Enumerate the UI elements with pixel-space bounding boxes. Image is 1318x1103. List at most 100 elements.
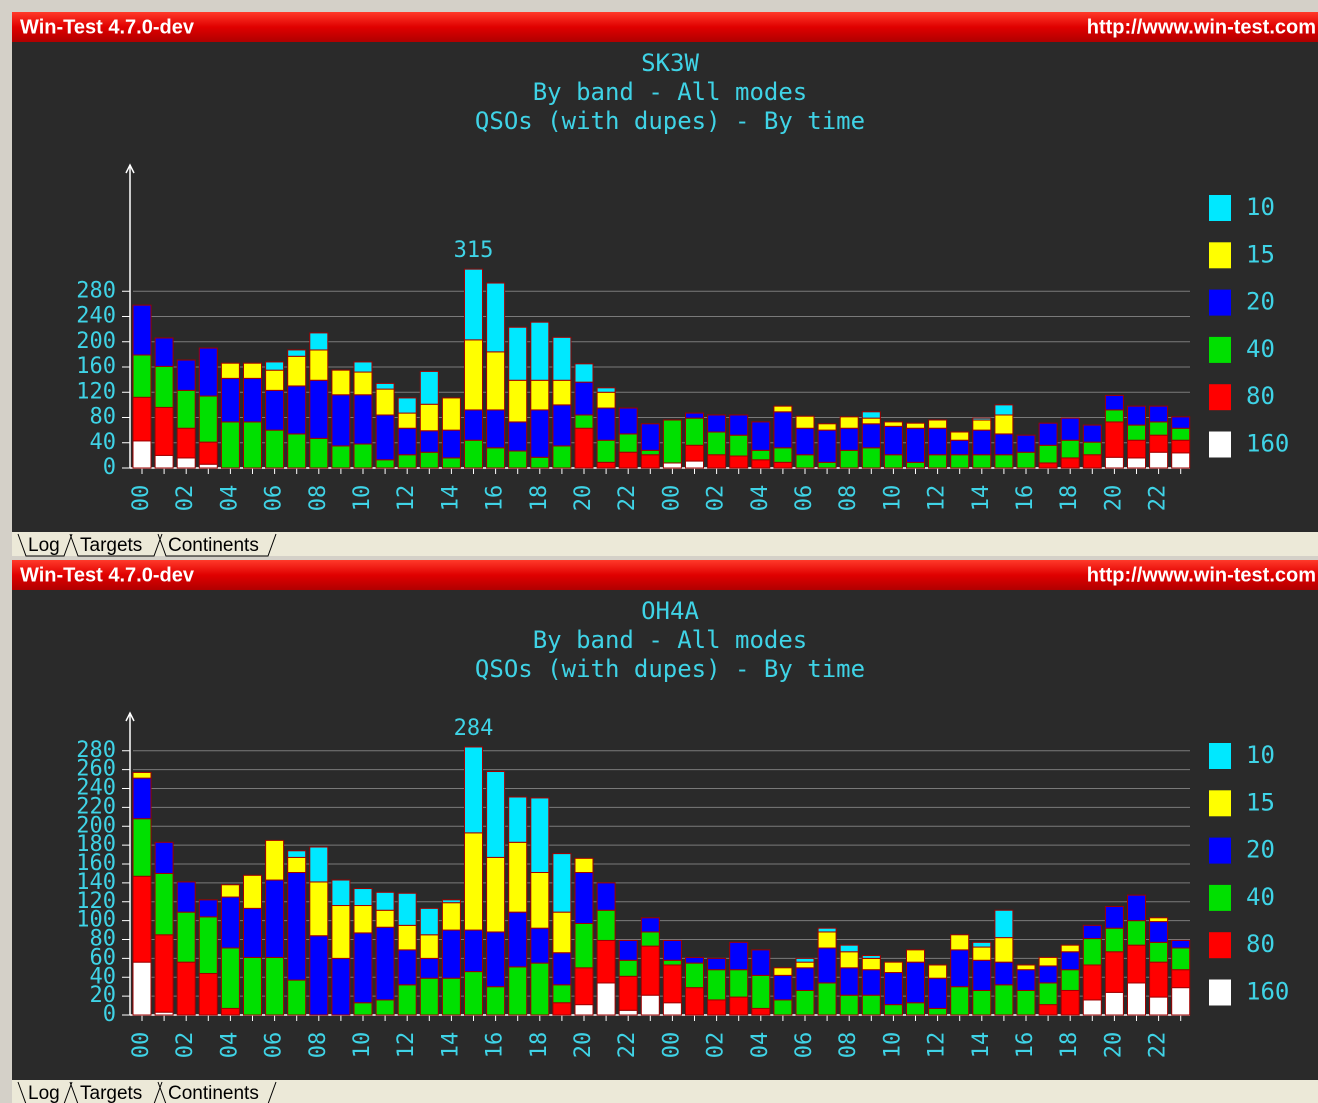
chart-subtitle: By band - All modes bbox=[533, 626, 808, 654]
legend-label: 80 bbox=[1246, 382, 1275, 410]
bar-segment bbox=[1082, 424, 1102, 443]
legend-swatch bbox=[1209, 837, 1231, 864]
bar-segment bbox=[353, 932, 373, 1004]
bar-segment bbox=[198, 899, 218, 918]
bar-segment bbox=[928, 964, 948, 979]
bar-segment bbox=[662, 462, 682, 469]
bar-segment bbox=[508, 966, 528, 1016]
bar-segment bbox=[220, 896, 240, 949]
bar-segment bbox=[287, 355, 307, 387]
bar-segment bbox=[1104, 409, 1124, 423]
bar-segment bbox=[508, 326, 528, 381]
bar-segment bbox=[994, 433, 1014, 456]
bar-segment bbox=[154, 406, 174, 456]
bar-segment bbox=[1171, 452, 1191, 469]
bar-segment bbox=[441, 457, 461, 469]
bar-segment bbox=[574, 1004, 594, 1016]
bar-segment bbox=[574, 967, 594, 1006]
bar-segment bbox=[198, 463, 218, 469]
tab-label[interactable]: Continents bbox=[168, 1083, 259, 1103]
bar-segment bbox=[154, 454, 174, 469]
bar-segment bbox=[861, 969, 881, 996]
tab-label[interactable]: Targets bbox=[80, 535, 142, 556]
bar-segment bbox=[1104, 927, 1124, 953]
x-tick-label: 08 bbox=[836, 1032, 861, 1059]
chart-subtitle: By band - All modes bbox=[533, 78, 808, 106]
bar-segment bbox=[773, 447, 793, 463]
bar-segment bbox=[972, 989, 992, 1016]
bar-segment bbox=[972, 959, 992, 991]
tab-label[interactable]: Continents bbox=[168, 535, 259, 556]
x-tick-label: 12 bbox=[925, 1032, 950, 1059]
tab-label[interactable]: Targets bbox=[80, 1083, 142, 1103]
bar-segment bbox=[287, 385, 307, 435]
bar-segment bbox=[419, 957, 439, 979]
bar-segment bbox=[950, 986, 970, 1016]
bar-segment bbox=[773, 999, 793, 1016]
tab-outline bbox=[17, 1081, 73, 1103]
bar-segment bbox=[419, 907, 439, 936]
y-axis-arrow bbox=[125, 711, 135, 722]
bar-segment bbox=[243, 907, 262, 958]
bar-segment bbox=[1038, 965, 1058, 984]
x-tick-label: 04 bbox=[217, 1032, 242, 1059]
bar-segment bbox=[950, 454, 970, 469]
y-tick-label: 0 bbox=[103, 1002, 116, 1027]
bar-segment bbox=[132, 304, 152, 356]
bar-segment bbox=[1104, 394, 1124, 411]
y-tick-label: 220 bbox=[76, 794, 116, 819]
x-tick-label: 02 bbox=[173, 485, 198, 512]
x-tick-label: 00 bbox=[129, 1032, 154, 1059]
bar-segment bbox=[662, 939, 682, 961]
bar-segment bbox=[331, 957, 351, 1016]
bar-segment bbox=[265, 879, 285, 958]
bar-segment bbox=[464, 746, 483, 834]
y-tick-label: 120 bbox=[76, 379, 116, 404]
bar-segment bbox=[309, 332, 329, 351]
bar-segment bbox=[751, 449, 771, 461]
tab-label[interactable]: Log bbox=[28, 535, 60, 556]
bar-segment bbox=[441, 977, 461, 1016]
y-tick-label: 240 bbox=[76, 776, 116, 801]
bar-segment bbox=[928, 427, 948, 456]
tab-outline bbox=[157, 533, 277, 557]
bar-segment bbox=[331, 369, 351, 396]
bar-segment bbox=[220, 947, 240, 1009]
bar-segment bbox=[596, 461, 616, 469]
x-tick-label: 16 bbox=[483, 1032, 508, 1059]
y-tick-label: 140 bbox=[76, 870, 116, 895]
bar-segment bbox=[972, 419, 992, 431]
bar-segment bbox=[994, 937, 1014, 963]
bar-segment bbox=[198, 972, 218, 1016]
bar-segment bbox=[707, 969, 727, 1001]
bar-segment bbox=[1060, 457, 1080, 469]
bar-segment bbox=[994, 404, 1014, 416]
bar-segment bbox=[265, 361, 285, 371]
bar-segment bbox=[861, 955, 881, 959]
bar-segment bbox=[861, 423, 881, 449]
bar-segment bbox=[132, 354, 152, 398]
bar-segment bbox=[817, 931, 837, 949]
bar-segment bbox=[1149, 451, 1169, 469]
tab-label[interactable]: Log bbox=[28, 1083, 60, 1103]
bar-segment bbox=[287, 433, 307, 469]
bar-segment bbox=[375, 999, 395, 1016]
bar-segment bbox=[397, 949, 417, 986]
chart-subtitle: QSOs (with dupes) - By time bbox=[475, 107, 865, 135]
legend-swatch bbox=[1209, 743, 1231, 769]
bar-segment bbox=[685, 956, 704, 964]
tab-outline bbox=[69, 533, 163, 557]
bar-segment bbox=[265, 956, 285, 1016]
bar-segment bbox=[839, 449, 859, 469]
bar-segment bbox=[574, 414, 594, 429]
bar-segment bbox=[530, 456, 550, 469]
bar-segment bbox=[972, 454, 992, 469]
bar-segment bbox=[220, 1007, 240, 1016]
bar-segment bbox=[861, 994, 881, 1016]
bar-segment bbox=[375, 388, 395, 416]
bar-segment bbox=[817, 461, 837, 469]
peak-label: 284 bbox=[454, 716, 494, 741]
x-tick-label: 14 bbox=[438, 485, 463, 512]
title-bar bbox=[12, 12, 1318, 42]
